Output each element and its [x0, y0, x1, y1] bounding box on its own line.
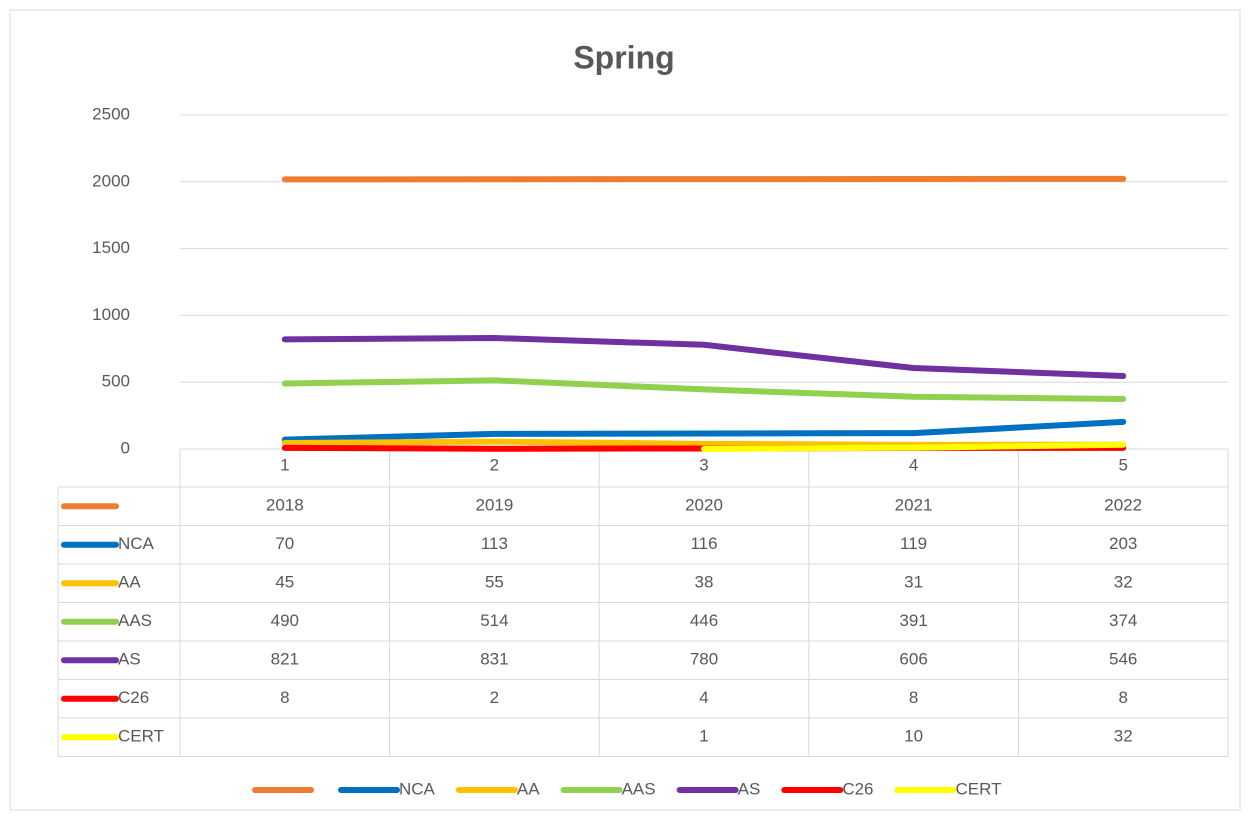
y-tick-label: 1000 — [92, 305, 130, 324]
table-cell: 374 — [1109, 611, 1137, 630]
table-cell: 2022 — [1104, 496, 1142, 515]
series-line — [281, 418, 1127, 443]
y-tick-label: 1500 — [92, 238, 130, 257]
table-cell: 514 — [480, 611, 508, 630]
legend-label: C26 — [842, 779, 873, 798]
table-cell: 446 — [690, 611, 718, 630]
series-line — [281, 334, 1127, 380]
table-cell: 2019 — [475, 496, 513, 515]
y-tick-label: 0 — [121, 438, 130, 457]
series-line — [281, 377, 1127, 403]
table-cell: 780 — [690, 650, 718, 669]
table-row-label: CERT — [118, 727, 164, 746]
table-row-label: AA — [118, 573, 141, 592]
table-cell: 55 — [485, 573, 504, 592]
table-cell: 31 — [904, 573, 923, 592]
x-tick-label: 2 — [490, 455, 499, 474]
legend-label: AA — [517, 779, 540, 798]
table-cell: 119 — [900, 534, 927, 553]
y-tick-label: 500 — [102, 372, 130, 391]
table-cell: 546 — [1109, 650, 1137, 669]
table-row-label: NCA — [118, 534, 155, 553]
table-cell: 32 — [1114, 727, 1133, 746]
x-tick-label: 1 — [280, 455, 289, 474]
table-cell: 38 — [695, 573, 714, 592]
table-cell: 113 — [481, 534, 508, 553]
table-cell: 203 — [1109, 534, 1137, 553]
table-cell: 45 — [275, 573, 294, 592]
table-cell: 490 — [271, 611, 299, 630]
table-row-label: AS — [118, 650, 141, 669]
y-tick-label: 2000 — [92, 171, 130, 190]
table-cell: 8 — [280, 688, 289, 707]
table-cell: 1 — [699, 727, 708, 746]
table-cell: 2018 — [266, 496, 304, 515]
legend-label: CERT — [956, 779, 1002, 798]
table-cell: 8 — [909, 688, 918, 707]
table-cell: 70 — [275, 534, 294, 553]
table-cell: 831 — [480, 650, 508, 669]
table-cell: 821 — [271, 650, 299, 669]
legend-label: AAS — [622, 779, 656, 798]
table-cell: 116 — [690, 534, 717, 553]
chart-title: Spring — [573, 39, 674, 75]
table-cell: 8 — [1118, 688, 1127, 707]
table-cell: 391 — [899, 611, 927, 630]
table-row-label: C26 — [118, 688, 149, 707]
series-line — [701, 441, 1127, 452]
x-tick-label: 4 — [909, 455, 918, 474]
legend-label: AS — [738, 779, 761, 798]
table-cell: 4 — [699, 688, 708, 707]
table-cell: 2021 — [895, 496, 933, 515]
table-cell: 2 — [490, 688, 499, 707]
table-cell: 2020 — [685, 496, 723, 515]
x-tick-label: 3 — [699, 455, 708, 474]
legend-label: NCA — [399, 779, 436, 798]
table-cell: 10 — [904, 727, 923, 746]
series-line — [281, 175, 1127, 183]
table-cell: 606 — [899, 650, 927, 669]
y-tick-label: 2500 — [92, 104, 130, 123]
table-cell: 32 — [1114, 573, 1133, 592]
chart-border — [9, 9, 1241, 811]
table-row-label: AAS — [118, 611, 152, 630]
x-tick-label: 5 — [1118, 455, 1127, 474]
